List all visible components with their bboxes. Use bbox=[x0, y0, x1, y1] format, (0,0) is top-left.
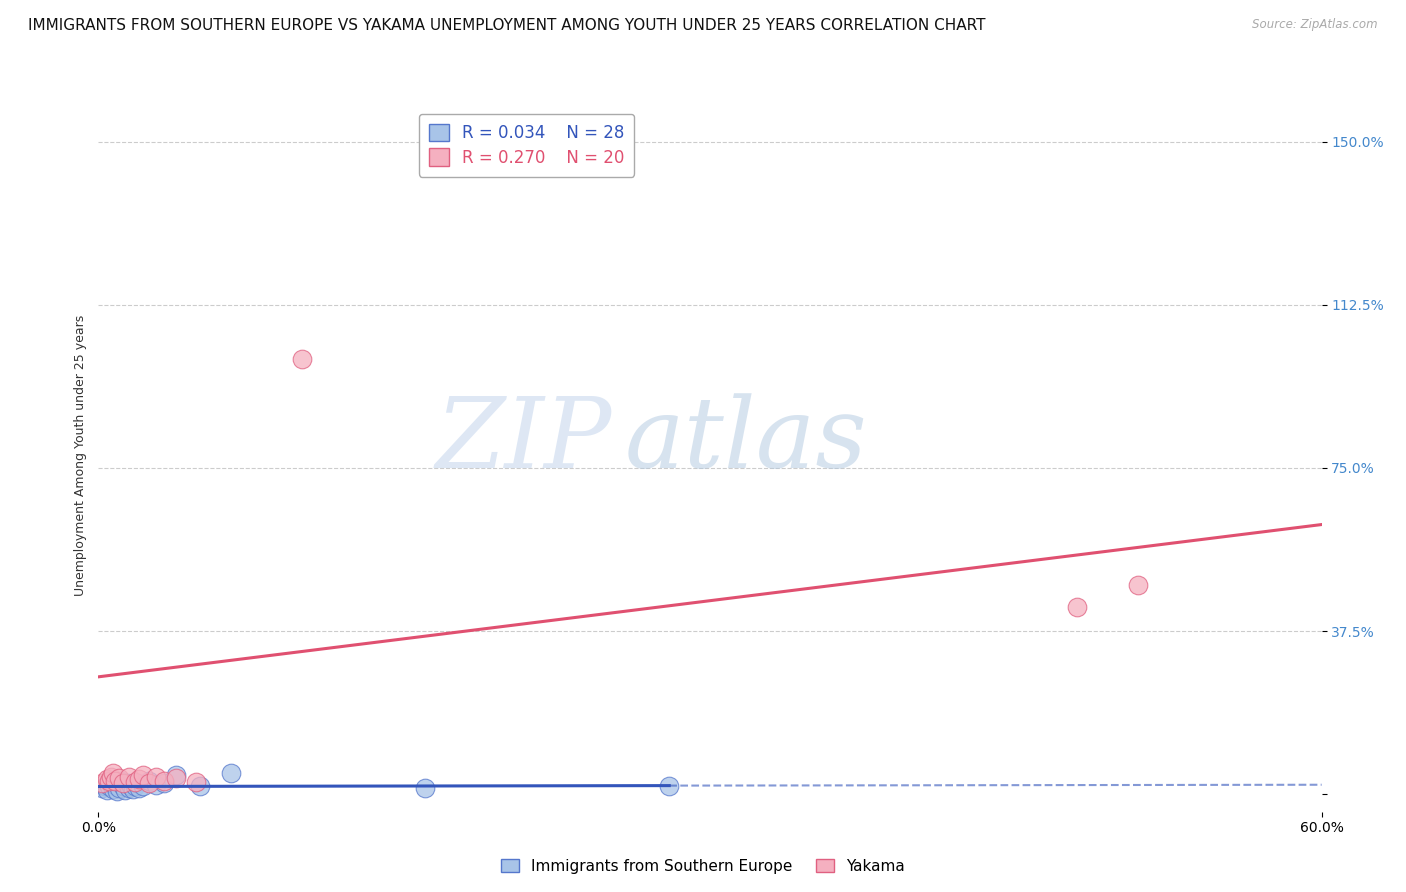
Point bbox=[115, 776, 138, 790]
Point bbox=[145, 778, 167, 792]
Point bbox=[114, 783, 136, 797]
Point bbox=[97, 774, 120, 789]
Point bbox=[104, 778, 127, 792]
Text: IMMIGRANTS FROM SOUTHERN EUROPE VS YAKAMA UNEMPLOYMENT AMONG YOUTH UNDER 25 YEAR: IMMIGRANTS FROM SOUTHERN EUROPE VS YAKAM… bbox=[28, 18, 986, 33]
Point bbox=[124, 780, 146, 794]
Point bbox=[658, 780, 681, 794]
Text: Source: ZipAtlas.com: Source: ZipAtlas.com bbox=[1253, 18, 1378, 31]
Point bbox=[186, 775, 208, 789]
Point bbox=[110, 774, 132, 789]
Point bbox=[138, 774, 160, 789]
Point bbox=[120, 779, 142, 793]
Point bbox=[188, 779, 212, 793]
Legend: R = 0.034    N = 28, R = 0.270    N = 20: R = 0.034 N = 28, R = 0.270 N = 20 bbox=[419, 113, 634, 177]
Point bbox=[104, 774, 127, 789]
Point bbox=[101, 765, 124, 780]
Point bbox=[100, 776, 122, 790]
Point bbox=[165, 771, 187, 785]
Point bbox=[1066, 600, 1088, 615]
Point bbox=[100, 770, 122, 784]
Point bbox=[108, 780, 131, 795]
Point bbox=[127, 776, 149, 790]
Point bbox=[291, 352, 314, 367]
Point bbox=[111, 780, 134, 794]
Text: atlas: atlas bbox=[624, 393, 868, 488]
Point bbox=[165, 768, 187, 782]
Point bbox=[152, 776, 174, 790]
Point bbox=[413, 780, 436, 795]
Point bbox=[1128, 578, 1150, 592]
Point bbox=[128, 780, 150, 795]
Point bbox=[108, 771, 131, 785]
Point bbox=[122, 782, 145, 797]
Point bbox=[93, 779, 115, 793]
Point bbox=[128, 772, 150, 786]
Point bbox=[118, 780, 141, 795]
Point bbox=[96, 772, 118, 786]
Point bbox=[96, 783, 118, 797]
Point bbox=[219, 765, 242, 780]
Text: ZIP: ZIP bbox=[436, 393, 612, 488]
Point bbox=[111, 776, 134, 790]
Y-axis label: Unemployment Among Youth under 25 years: Unemployment Among Youth under 25 years bbox=[75, 314, 87, 596]
Point bbox=[138, 776, 160, 790]
Point bbox=[124, 775, 146, 789]
Point bbox=[152, 774, 174, 789]
Point bbox=[132, 768, 155, 782]
Point bbox=[101, 782, 124, 797]
Point bbox=[132, 779, 155, 793]
Point bbox=[91, 776, 114, 790]
Point bbox=[91, 780, 114, 795]
Point bbox=[145, 770, 167, 784]
Point bbox=[97, 780, 120, 794]
Point bbox=[118, 770, 141, 784]
Point bbox=[105, 784, 128, 798]
Legend: Immigrants from Southern Europe, Yakama: Immigrants from Southern Europe, Yakama bbox=[495, 853, 911, 880]
